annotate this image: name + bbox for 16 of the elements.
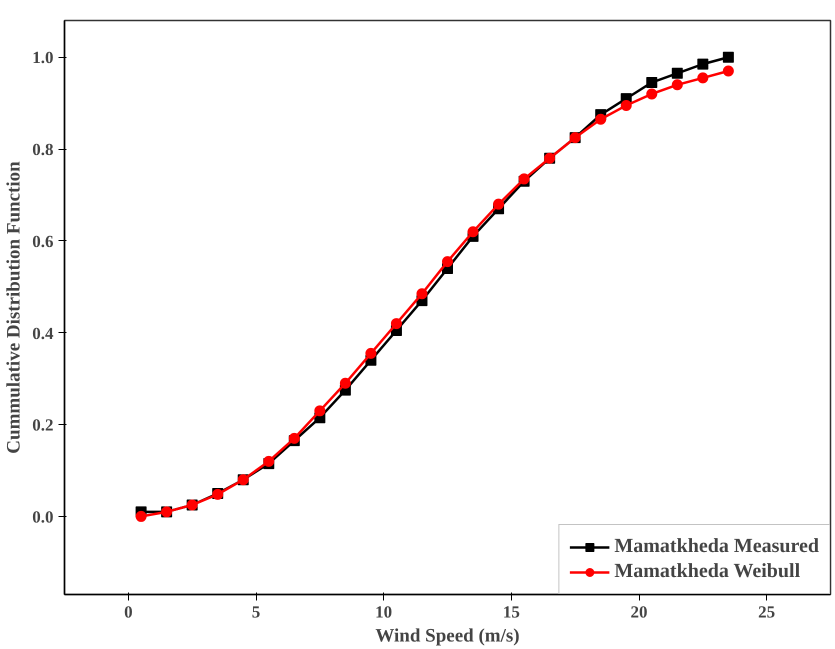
x-axis-title: Wind Speed (m/s) xyxy=(375,626,520,646)
legend-label: Mamatkheda Measured xyxy=(614,535,819,558)
x-tick-label: 15 xyxy=(502,602,520,622)
x-tick-label: 0 xyxy=(124,602,133,622)
y-tick-label: 0.0 xyxy=(32,507,54,526)
y-tick-label: 0.2 xyxy=(32,416,54,435)
y-tick-label: 0.8 xyxy=(32,140,54,160)
x-tick-label: 20 xyxy=(630,602,648,622)
y-axis-title: Cummulative Distribution Function xyxy=(3,160,24,454)
x-tick-label: 10 xyxy=(375,602,392,622)
legend-label: Mamatkheda Weibull xyxy=(614,560,800,583)
x-tick-label: 5 xyxy=(252,602,260,622)
x-tick-label: 25 xyxy=(758,602,776,622)
y-tick-label: 0.6 xyxy=(32,232,54,251)
y-tick-label: 1.0 xyxy=(32,48,54,68)
y-tick-label: 0.4 xyxy=(32,324,54,343)
